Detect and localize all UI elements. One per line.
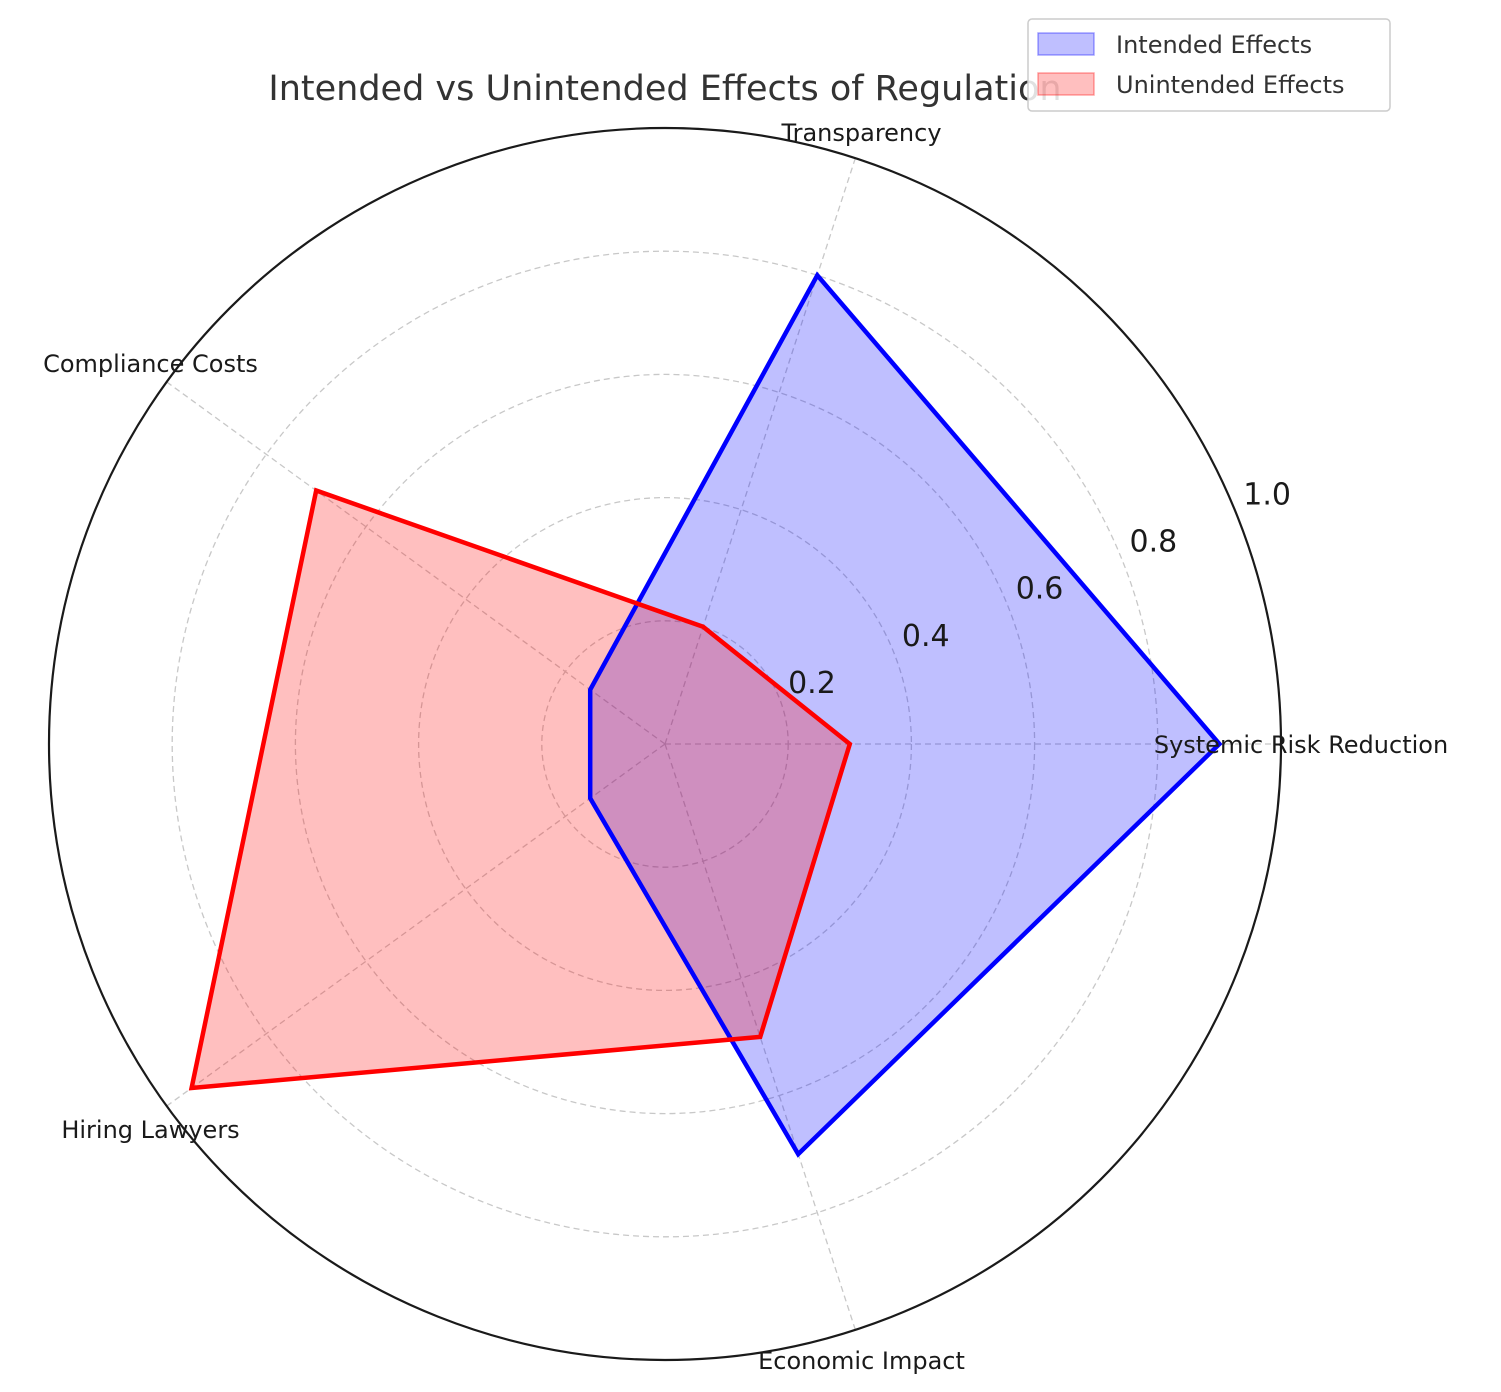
rtick-label-1: 0.4 bbox=[902, 619, 950, 654]
grid-spoke-3 bbox=[166, 743, 666, 1107]
grid-circle-1 bbox=[417, 496, 913, 992]
category-label-2: Compliance Costs bbox=[43, 350, 258, 378]
category-label-4: Economic Impact bbox=[758, 1347, 965, 1375]
series-layer bbox=[188, 271, 1223, 1158]
rtick-label-0: 0.2 bbox=[788, 666, 836, 701]
series-line-1 bbox=[188, 487, 853, 1091]
rtick-label-4: 1.0 bbox=[1243, 477, 1291, 512]
chart-title: Intended vs Unintended Effects of Regula… bbox=[268, 69, 1061, 109]
legend-box bbox=[1027, 18, 1391, 112]
category-labels: Systemic Risk Reduction Transparency Compl… bbox=[43, 119, 1448, 1375]
outer-ring bbox=[47, 126, 1283, 1362]
legend-items: Intended Effects Unintended Effects bbox=[1037, 31, 1344, 99]
category-label-0: Systemic Risk Reduction bbox=[1154, 731, 1448, 759]
legend-label-0: Intended Effects bbox=[1116, 31, 1312, 59]
series-fill-0 bbox=[590, 275, 1220, 1155]
grid-spoke-2 bbox=[166, 381, 666, 745]
category-label-1: Transparency bbox=[780, 119, 941, 147]
grid-spoke-1 bbox=[664, 157, 856, 745]
grid-spoke-4 bbox=[664, 743, 856, 1331]
series-fill-1 bbox=[191, 490, 850, 1088]
rtick-label-3: 0.8 bbox=[1130, 525, 1178, 560]
legend-swatch-1 bbox=[1037, 72, 1095, 96]
grid-circle-2 bbox=[294, 373, 1036, 1115]
legend-label-1: Unintended Effects bbox=[1116, 71, 1344, 99]
legend-swatch-0 bbox=[1037, 32, 1095, 56]
legend: Intended Effects Unintended Effects bbox=[1027, 18, 1391, 112]
category-label-3: Hiring Lawyers bbox=[61, 1116, 239, 1144]
series-line-0 bbox=[587, 271, 1223, 1158]
radial-tick-labels: 0.2 0.4 0.6 0.8 1.0 bbox=[788, 477, 1291, 701]
rtick-label-2: 0.6 bbox=[1016, 572, 1064, 607]
grid-layer bbox=[166, 157, 1281, 1331]
